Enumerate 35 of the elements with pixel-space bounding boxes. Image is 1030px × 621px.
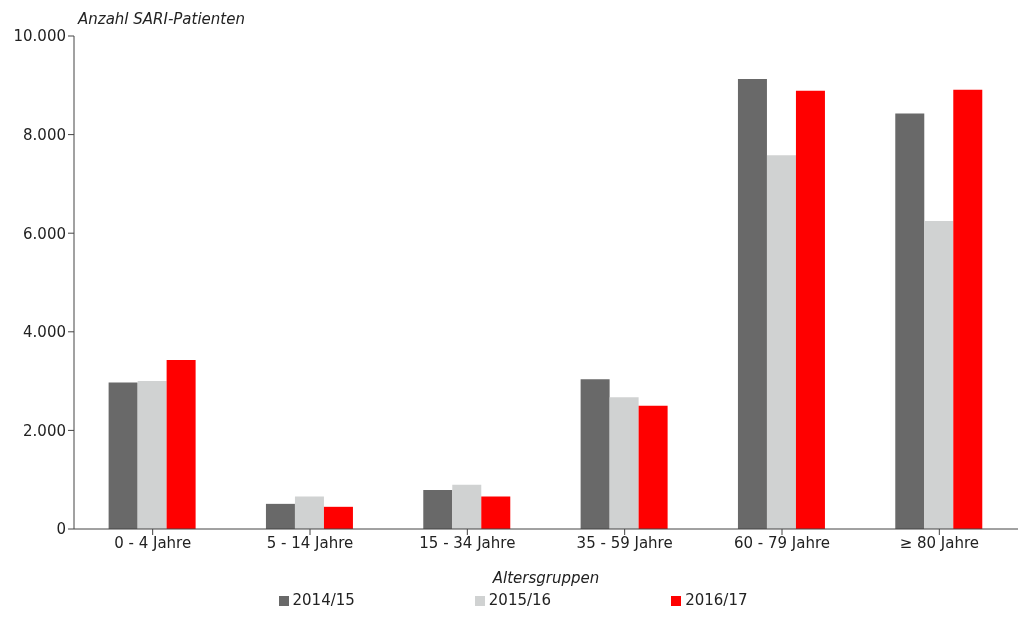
bar (609, 397, 639, 529)
y-tick-label: 4.000 (23, 323, 66, 342)
x-tick-label: 15 - 34 Jahre (419, 533, 516, 552)
bar (452, 484, 482, 529)
bar (953, 89, 983, 529)
y-axis-title: Anzahl SARI-Patienten (78, 10, 245, 28)
x-tick-label: ≥ 80 Jahre (899, 533, 980, 552)
legend-label: 2015/16 (488, 591, 552, 609)
bar (137, 381, 167, 529)
legend-label: 2016/17 (685, 591, 748, 609)
bar (265, 503, 295, 529)
legend-label: 2014/15 (292, 591, 355, 609)
bar (924, 220, 954, 529)
x-axis-title: Altersgruppen (491, 569, 600, 587)
bar (895, 113, 925, 529)
bar (580, 379, 610, 529)
y-tick-label: 10.000 (13, 27, 66, 46)
y-tick-label: 8.000 (23, 125, 66, 144)
bar (795, 90, 825, 529)
x-tick-label: 0 - 4 Jahre (114, 533, 192, 552)
x-tick-label: 35 - 59 Jahre (576, 533, 673, 552)
bar (423, 490, 453, 529)
bar (766, 155, 796, 529)
bar (638, 405, 668, 529)
bar (323, 506, 353, 529)
bar (166, 359, 196, 529)
y-tick-label: 6.000 (23, 224, 66, 243)
bar (737, 78, 767, 529)
x-tick-label: 60 - 79 Jahre (733, 533, 831, 552)
y-tick-label: 2.000 (23, 421, 66, 440)
bar (108, 382, 138, 529)
bar (294, 496, 324, 529)
y-tick-label: 0 (56, 520, 66, 539)
x-tick-label: 5 - 14 Jahre (266, 533, 354, 552)
bar (481, 496, 511, 529)
